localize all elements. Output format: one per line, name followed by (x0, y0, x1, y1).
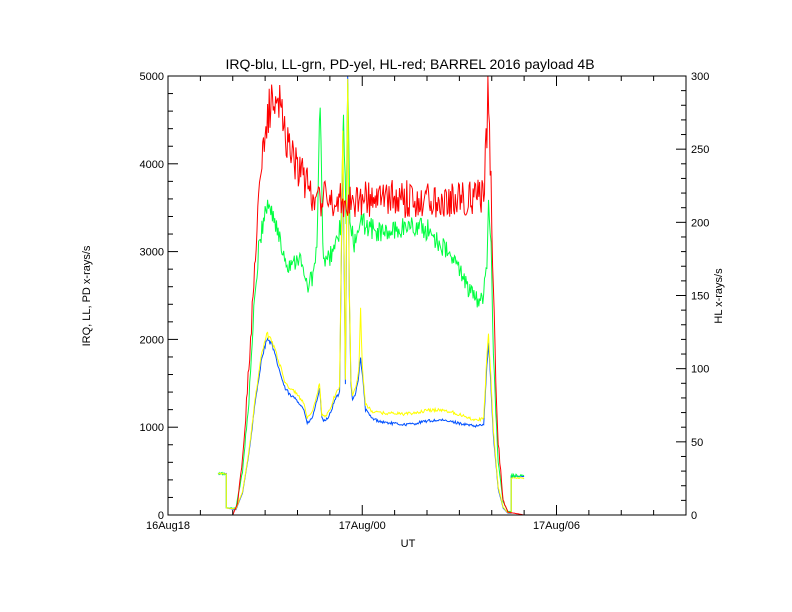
y-tick-label-left: 2000 (140, 334, 164, 346)
y-tick-label-right: 150 (691, 291, 709, 303)
x-axis: 16Aug18 17Aug/00 17Aug/06 (146, 76, 687, 532)
y-tick-label-left: 1000 (140, 422, 164, 434)
x-axis-label: UT (401, 538, 416, 550)
y-axis-label-right: HL x-rays/s (713, 268, 725, 324)
x-tick-label: 17Aug/00 (339, 520, 386, 532)
series-group (217, 76, 525, 516)
y-tick-label-left: 3000 (140, 247, 164, 259)
chart-title: IRQ-blu, LL-grn, PD-yel, HL-red; BARREL … (225, 56, 594, 72)
series-line-irq (217, 76, 525, 514)
series-line-pd (218, 78, 525, 514)
x-tick-label: 16Aug18 (146, 520, 190, 532)
x-tick-label: 17Aug/06 (533, 520, 580, 532)
y-tick-label-left: 0 (158, 510, 164, 522)
y-tick-label-right: 300 (691, 71, 709, 83)
y-tick-label-right: 50 (691, 437, 703, 449)
series-line-ll (217, 83, 525, 513)
y-tick-label-left: 5000 (140, 71, 164, 83)
y-tick-label-right: 250 (691, 144, 709, 156)
y-tick-label-right: 100 (691, 364, 709, 376)
y-axis-right: 0 50 100 150 200 250 300 (676, 71, 709, 522)
y-axis-label-left: IRQ, LL, PD x-rays/s (81, 245, 93, 346)
y-tick-label-right: 0 (691, 510, 697, 522)
plot-frame (167, 75, 687, 516)
y-tick-label-right: 200 (691, 217, 709, 229)
y-tick-label-left: 4000 (140, 159, 164, 171)
y-axis-left: 0 1000 2000 3000 4000 5000 (140, 71, 178, 522)
series-line-hl (218, 76, 525, 516)
